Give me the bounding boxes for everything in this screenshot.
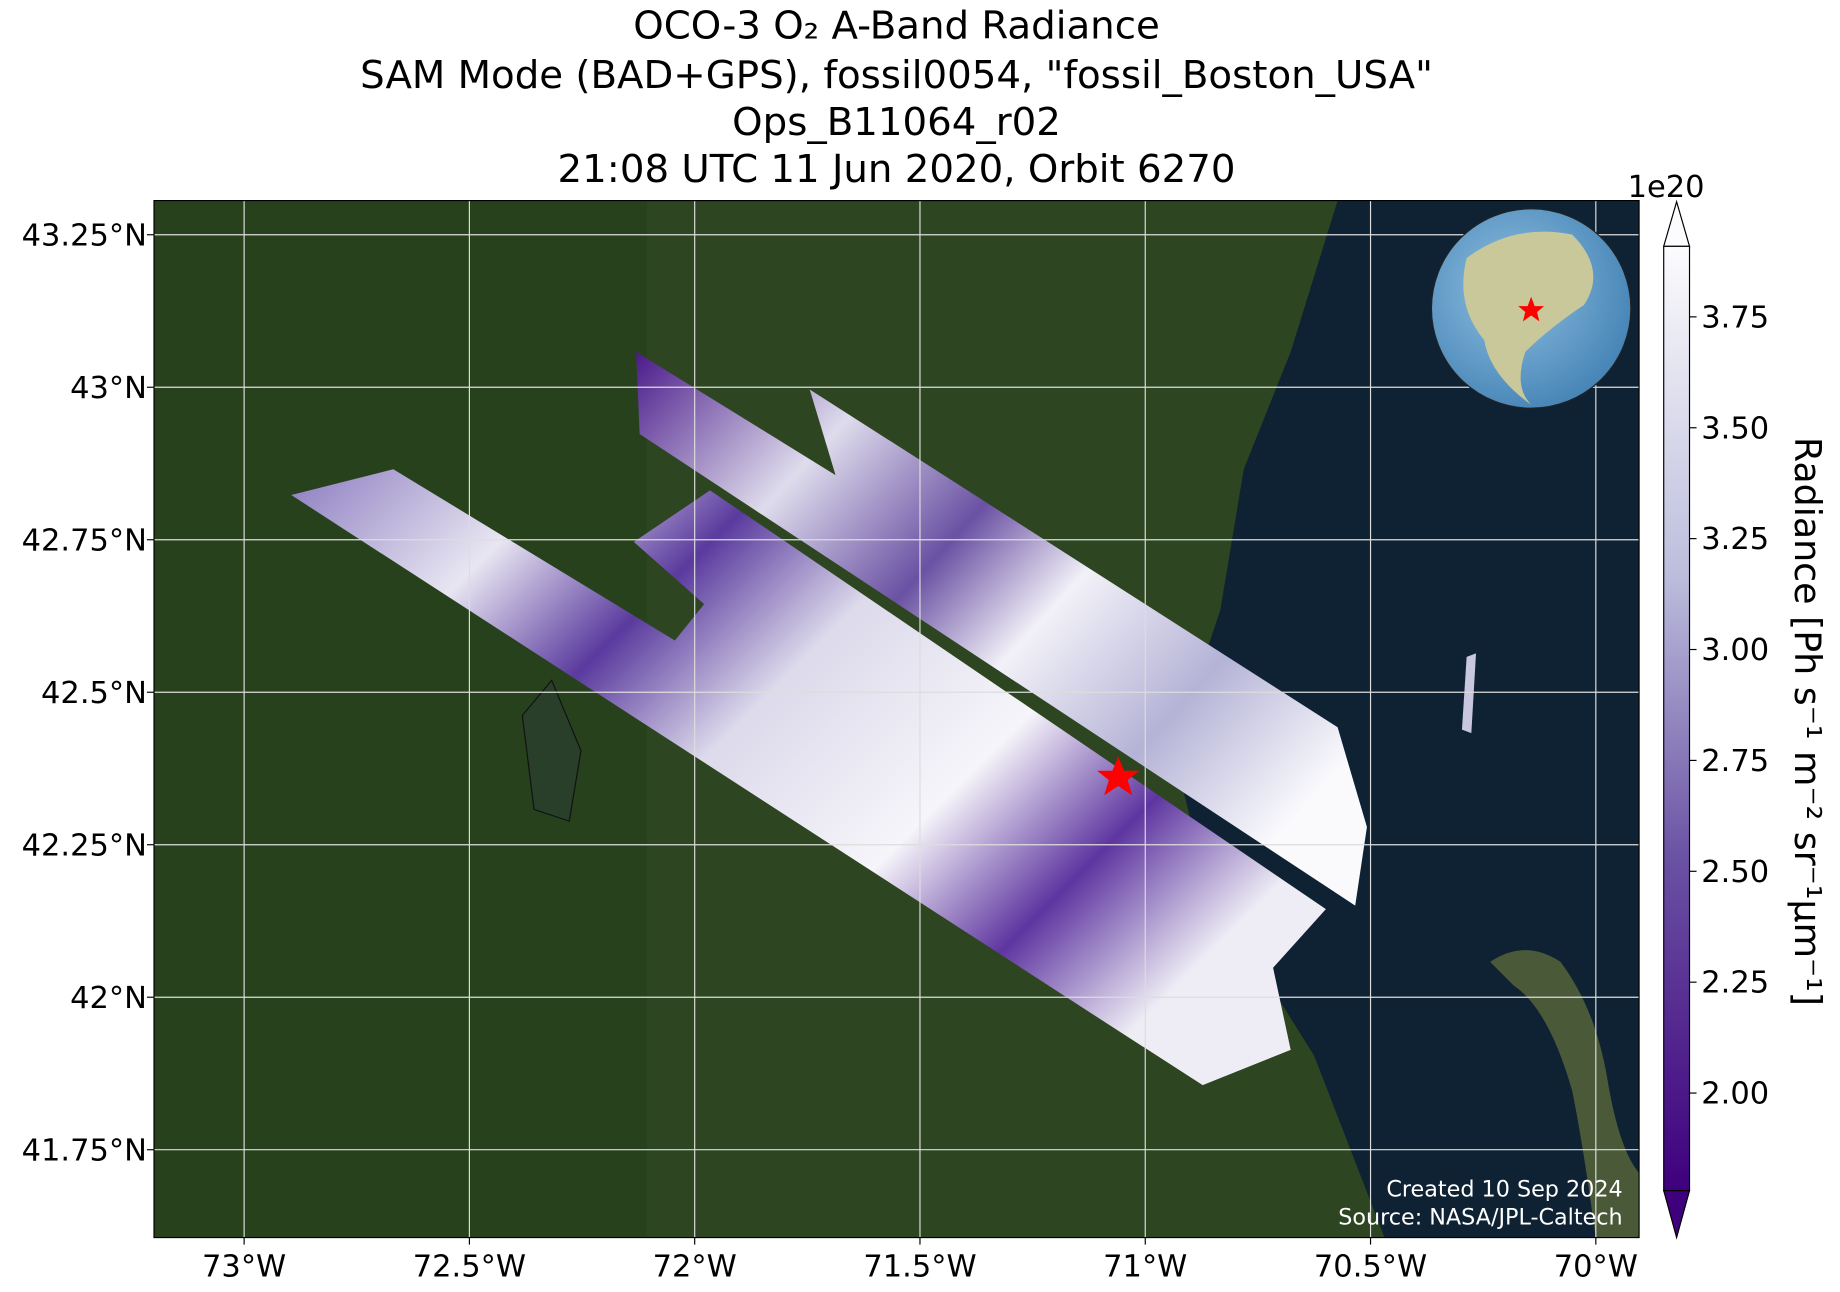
y-tick-label: 43.25°N	[22, 218, 147, 253]
title: OCO-3 O₂ A-Band Radiance SAM Mode (BAD+G…	[360, 4, 1433, 192]
title-line: Ops_B11064_r02	[732, 100, 1061, 145]
target-star	[1097, 756, 1140, 796]
y-tick-label: 42°N	[70, 981, 147, 1016]
x-tick-label: 71°W	[1103, 1249, 1187, 1284]
colorbar-tick-label: 3.00	[1701, 633, 1769, 668]
colorbar-label: Radiance [Ph s⁻¹ m⁻² sr⁻¹μm⁻¹]	[1786, 437, 1829, 1006]
inset-land	[1463, 231, 1594, 405]
colorbar-offset: 1e20	[1628, 170, 1705, 205]
colorbar-tick-label: 3.75	[1701, 300, 1769, 335]
plot-frame	[153, 200, 1640, 1239]
x-tick-label: 72°W	[653, 1249, 737, 1284]
y-tick-label: 42.75°N	[22, 523, 147, 558]
colorbar-tick-label: 3.50	[1701, 411, 1769, 446]
y-tick-label: 41.75°N	[22, 1133, 147, 1168]
title-line: OCO-3 O₂ A-Band Radiance	[633, 4, 1159, 49]
map-area: Created 10 Sep 2024 Source: NASA/JPL-Cal…	[154, 200, 1640, 1238]
colorbar-tick-label: 2.50	[1701, 855, 1769, 890]
land-shade	[154, 200, 647, 1238]
colorbar-tick-label: 2.00	[1701, 1077, 1769, 1112]
y-tick-label: 42.5°N	[41, 676, 147, 711]
colorbar-extend-bottom	[1662, 1190, 1691, 1240]
colorbar-body	[1663, 245, 1691, 1192]
colorbar-extend-top	[1662, 199, 1691, 247]
title-line: 21:08 UTC 11 Jun 2020, Orbit 6270	[558, 147, 1236, 192]
credit: Created 10 Sep 2024	[1386, 1177, 1622, 1203]
reservoir	[521, 679, 582, 822]
x-tick-label: 71.5°W	[863, 1249, 976, 1284]
y-tick-label: 42.25°N	[22, 828, 147, 863]
colorbar-tick-label: 2.75	[1701, 744, 1769, 779]
colorbar-tick-label: 3.25	[1701, 522, 1769, 557]
swath	[291, 469, 1326, 1086]
x-tick-label: 70.5°W	[1314, 1249, 1427, 1284]
grid	[154, 200, 1640, 1238]
colorbar: 1e20 Radiance [Ph s⁻¹ m⁻² sr⁻¹μm⁻¹] 2.00…	[1628, 170, 1829, 1240]
credit: Source: NASA/JPL-Caltech	[1338, 1205, 1622, 1231]
swath	[636, 351, 1367, 906]
inset-star	[1518, 296, 1545, 322]
y-tick-label: 43°N	[70, 371, 147, 406]
swath	[1461, 653, 1477, 734]
title-line: SAM Mode (BAD+GPS), fossil0054, "fossil_…	[360, 53, 1433, 98]
cape-cod	[1490, 950, 1640, 1238]
x-tick-label: 70°W	[1554, 1249, 1638, 1284]
colorbar-tick-label: 2.25	[1701, 966, 1769, 1001]
x-tick-label: 72.5°W	[413, 1249, 526, 1284]
x-tick-label: 73°W	[202, 1249, 286, 1284]
